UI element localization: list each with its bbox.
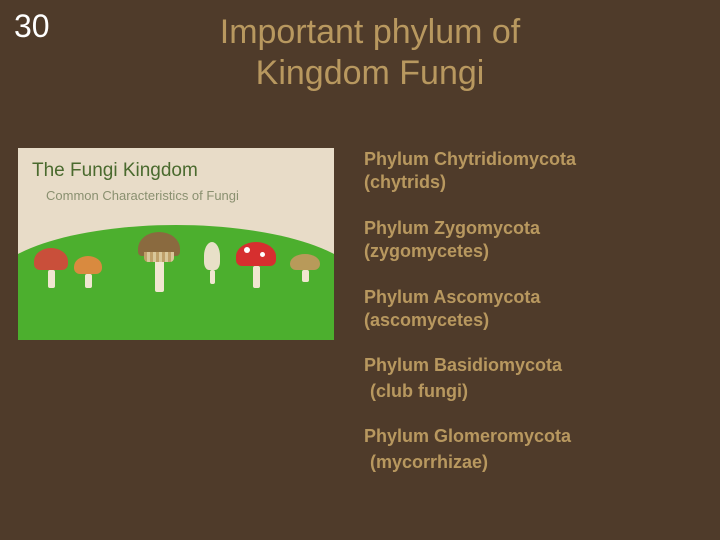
phylum-common-name: (zygomycetes) (364, 240, 702, 263)
mushroom-icon (290, 254, 320, 282)
phylum-name: Phylum Glomeromycota (364, 425, 702, 448)
phyla-list: Phylum Chytridiomycota (chytrids) Phylum… (364, 148, 702, 496)
list-item: Phylum Basidiomycota (club fungi) (364, 354, 702, 403)
phylum-name: Phylum Zygomycota (364, 217, 702, 240)
phylum-name: Phylum Chytridiomycota (364, 148, 702, 171)
illustration-title: The Fungi Kingdom (32, 160, 198, 182)
phylum-common-name: (mycorrhizae) (364, 451, 702, 474)
mushroom-icon (138, 232, 180, 292)
list-item: Phylum Glomeromycota (mycorrhizae) (364, 425, 702, 474)
mushroom-icon (34, 248, 68, 288)
list-item: Phylum Chytridiomycota (chytrids) (364, 148, 702, 195)
mushroom-icon (204, 242, 220, 284)
list-item: Phylum Ascomycota (ascomycetes) (364, 286, 702, 333)
slide-number: 30 (14, 8, 50, 45)
list-item: Phylum Zygomycota (zygomycetes) (364, 217, 702, 264)
illustration-subtitle: Common Characteristics of Fungi (46, 188, 239, 203)
slide-title: Important phylum of Kingdom Fungi (160, 12, 580, 94)
phylum-common-name: (chytrids) (364, 171, 702, 194)
content-area: The Fungi Kingdom Common Characteristics… (18, 148, 702, 496)
fungi-kingdom-illustration: The Fungi Kingdom Common Characteristics… (18, 148, 334, 340)
phylum-common-name: (club fungi) (364, 380, 702, 403)
mushroom-icon (236, 242, 276, 288)
mushroom-icon (74, 256, 102, 288)
phylum-name: Phylum Basidiomycota (364, 354, 702, 377)
phylum-name: Phylum Ascomycota (364, 286, 702, 309)
phylum-common-name: (ascomycetes) (364, 309, 702, 332)
